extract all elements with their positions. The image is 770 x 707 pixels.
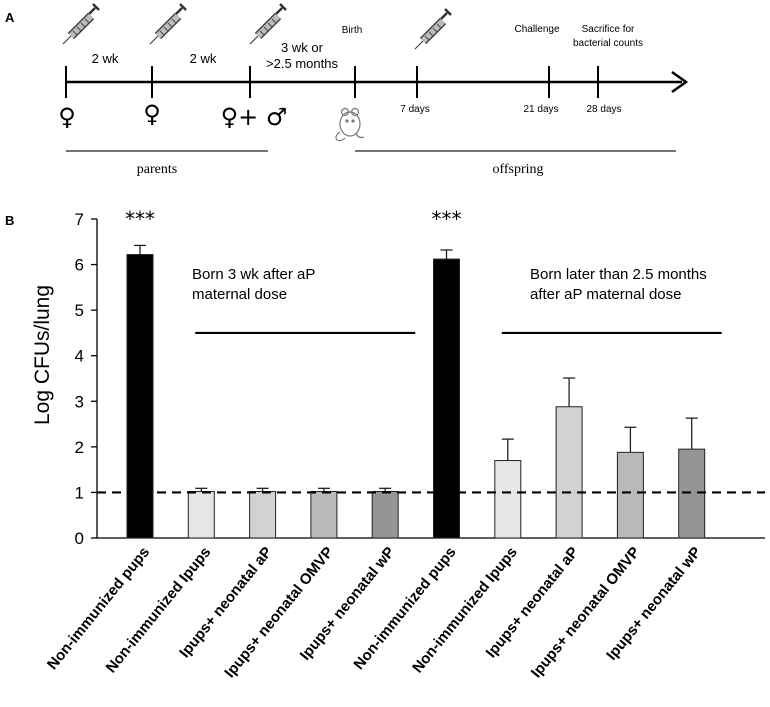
panel-b-letter: B	[5, 213, 14, 228]
day-label: 28 days	[586, 104, 621, 115]
category-label: Ipups+ neonatal OMVP	[221, 544, 337, 681]
syringe-icon	[63, 4, 99, 44]
y-tick-label: 3	[75, 392, 84, 411]
category-label: Ipups+ neonatal OMVP	[528, 544, 644, 681]
offspring-label: offspring	[492, 162, 543, 177]
category-label: Non-immunized Ipups	[409, 544, 521, 676]
bar	[433, 258, 460, 539]
significance-marker: ***	[125, 207, 155, 231]
y-tick-label: 4	[75, 347, 84, 366]
timeline-arrowhead	[671, 70, 689, 94]
bar	[310, 491, 338, 539]
group-annotation-text: Born 3 wk after aP	[192, 266, 315, 283]
bar	[678, 448, 706, 539]
sacrifice-label: bacterial counts	[573, 38, 643, 49]
significance-markers: *** ***	[125, 207, 462, 231]
category-label: Non-immunized Ipups	[103, 544, 215, 676]
panel-b-chart: B Log CFUs/lung 0 1 2 3 4 5 6 7 Born 3 wk after…	[5, 207, 765, 681]
mouse-pup-icon	[335, 107, 365, 142]
bar	[555, 406, 583, 539]
parents-label: parents	[137, 162, 177, 177]
bar	[494, 460, 522, 539]
y-tick-label: 7	[75, 210, 84, 229]
panel-a-timeline: A 2 wk 2 wk 3 wk or >2.5 months Birth Ch…	[5, 4, 689, 177]
group-annotation-text: maternal dose	[192, 286, 287, 303]
syringe-icon	[250, 4, 286, 44]
mating-interval-label: 3 wk or	[281, 40, 324, 55]
panel-a-letter: A	[5, 10, 15, 25]
day-label: 7 days	[400, 104, 429, 115]
y-tick-label: 1	[75, 483, 84, 502]
y-tick-label: 6	[75, 256, 84, 275]
syringe-icon	[415, 9, 451, 49]
error-bars	[134, 244, 698, 492]
day-label: 21 days	[523, 104, 558, 115]
bars	[126, 254, 706, 539]
significance-marker: ***	[432, 207, 462, 231]
y-axis: 0 1 2 3 4 5 6 7	[75, 210, 765, 548]
sacrifice-label: Sacrifice for	[582, 24, 635, 35]
female-symbol: ♀	[143, 100, 161, 128]
y-tick-label: 2	[75, 438, 84, 457]
female-symbol: ♀	[58, 103, 76, 131]
syringe-icon	[150, 4, 186, 44]
bar	[616, 451, 644, 539]
bar	[187, 491, 215, 539]
interval-label: 2 wk	[92, 51, 119, 66]
y-tick-label: 0	[75, 529, 84, 548]
y-tick-label: 5	[75, 301, 84, 320]
bar	[371, 491, 399, 539]
group-annotation-text: Born later than 2.5 months	[530, 266, 707, 283]
challenge-label: Challenge	[514, 24, 559, 35]
bar	[249, 491, 277, 539]
birth-label: Birth	[342, 25, 363, 36]
category-label: Non-immunized pups	[350, 544, 459, 673]
group-annotations: Born 3 wk after aP maternal dose Born late…	[192, 266, 722, 335]
interval-label: 2 wk	[190, 51, 217, 66]
group-annotation-text: after aP maternal dose	[530, 286, 681, 303]
mating-interval-label: >2.5 months	[266, 56, 338, 71]
female-male-symbol: ♀+ ♂	[221, 103, 288, 131]
y-axis-label: Log CFUs/lung	[31, 285, 54, 425]
bar	[126, 254, 154, 539]
category-label: Non-immunized pups	[44, 544, 153, 673]
